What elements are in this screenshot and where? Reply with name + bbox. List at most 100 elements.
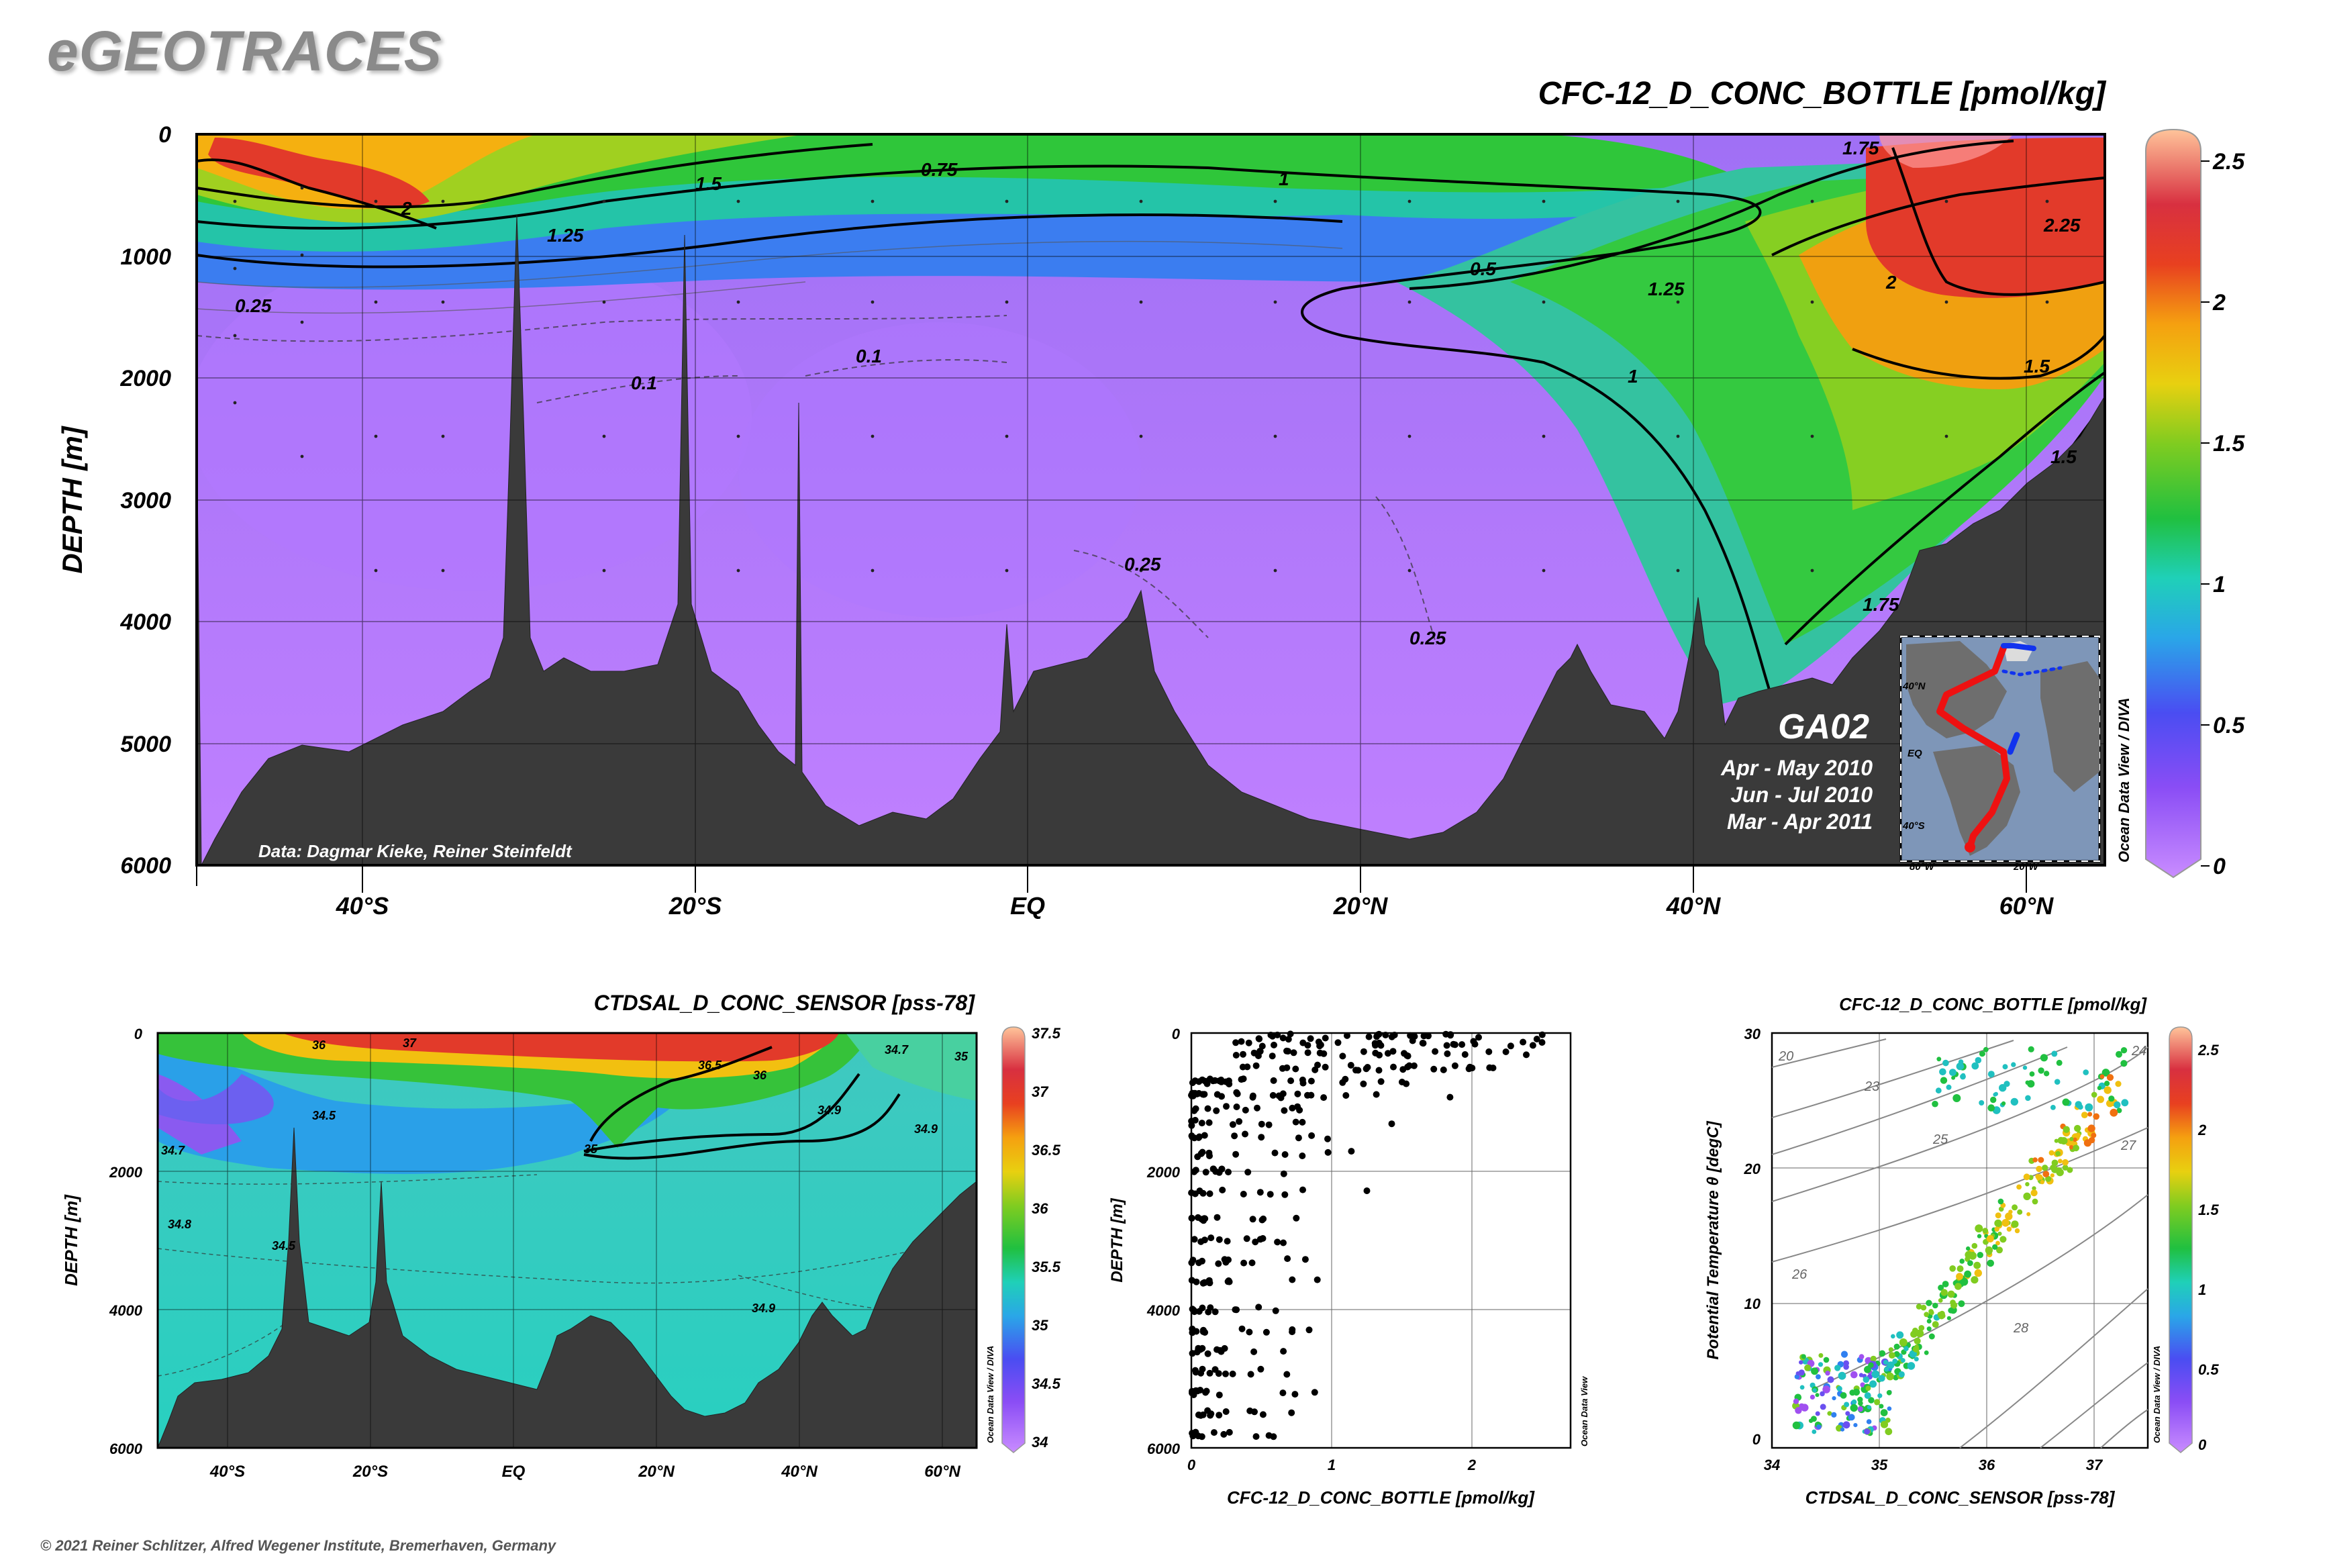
scatter-point	[1216, 1236, 1223, 1243]
cfc-depth-scatter-plot	[1188, 1030, 1572, 1449]
scatter-point	[1216, 1391, 1223, 1399]
scatter-point	[1270, 1077, 1277, 1084]
scatter-point	[1304, 1042, 1311, 1049]
isopycnal-label: 24	[2131, 1044, 2146, 1059]
x-tick-label: 40°N	[1666, 892, 1721, 920]
ts-point	[2115, 1081, 2122, 1087]
scatter-point	[1304, 1049, 1311, 1057]
scatter-point	[1342, 1092, 1350, 1099]
scatter-point	[1269, 1052, 1276, 1060]
ts-point	[1851, 1399, 1857, 1405]
scatter-point	[1225, 1256, 1232, 1263]
scatter-point	[1188, 1118, 1195, 1125]
ts-point	[1912, 1346, 1920, 1353]
scatter-point	[1252, 1238, 1259, 1246]
ts-point	[2040, 1179, 2044, 1185]
y-tick-label: 4000	[1146, 1302, 1181, 1319]
scatter-point	[1191, 1190, 1199, 1197]
ts-point	[1889, 1352, 1895, 1359]
colorbar-tick-label: 2.5	[2212, 149, 2245, 175]
scatter-point	[1232, 1150, 1240, 1158]
colorbar-tick-label: 34	[1032, 1434, 1048, 1451]
scatter-point	[1444, 1050, 1451, 1057]
ts-point	[2120, 1060, 2128, 1067]
scatter-point	[1195, 1308, 1203, 1315]
ts-point	[1864, 1392, 1871, 1400]
ts-point	[1973, 1261, 1981, 1269]
scatter-point	[1292, 1065, 1299, 1073]
x-tick-label: EQ	[502, 1463, 526, 1481]
contour-label: 0.75	[921, 159, 958, 180]
copyright-notice: © 2021 Reiner Schlitzer, Alfred Wegener …	[40, 1537, 556, 1554]
scatter-point	[1240, 1259, 1248, 1267]
ts-point	[1880, 1409, 1888, 1417]
scatter-point	[1299, 1186, 1306, 1193]
ts-point	[1907, 1362, 1916, 1370]
ts-y-axis-label: Potential Temperature θ [degC]	[1704, 1120, 1722, 1359]
scatter-x-ticks: 0 1 2	[1187, 1457, 1477, 1473]
scatter-point	[1285, 1036, 1292, 1043]
contour-label: 35	[954, 1050, 969, 1063]
scatter-point	[1287, 1030, 1294, 1038]
ts-point	[2038, 1067, 2044, 1074]
ts-point	[1942, 1281, 1949, 1287]
scatter-point	[1307, 1035, 1314, 1042]
scatter-point	[1252, 1433, 1260, 1440]
ts-point	[1818, 1353, 1824, 1358]
isopycnal-label: 27	[2120, 1138, 2136, 1153]
ts-point	[1801, 1354, 1806, 1359]
scatter-point	[1364, 1064, 1371, 1071]
scatter-point	[1344, 1032, 1350, 1039]
ts-x-axis-label: CTDSAL_D_CONC_SENSOR [pss-78]	[1805, 1487, 2116, 1508]
ts-point	[1986, 1235, 1994, 1242]
ts-point	[1832, 1396, 1836, 1401]
scatter-point	[1254, 1104, 1260, 1112]
scatter-point	[1288, 1409, 1295, 1416]
scatter-point	[1258, 1134, 1265, 1141]
cruise-period: Apr - May 2010	[1720, 756, 1873, 780]
scatter-point	[1204, 1105, 1211, 1112]
ts-point	[2001, 1219, 2010, 1227]
scatter-point	[1360, 1048, 1367, 1055]
ts-point	[1899, 1338, 1908, 1346]
scatter-point	[1204, 1350, 1211, 1357]
scatter-point	[1391, 1032, 1398, 1038]
scatter-point	[1280, 1239, 1287, 1246]
brand-logo-text: eGEOTRACES	[47, 19, 442, 83]
colorbar-tick-label: 0	[2198, 1436, 2207, 1453]
main-sample-dots	[233, 186, 2049, 573]
ts-point	[1795, 1407, 1802, 1414]
scatter-point	[1238, 1076, 1245, 1083]
ts-point	[2097, 1095, 2105, 1104]
scatter-point	[1224, 1238, 1231, 1245]
ts-point	[1987, 1104, 1995, 1112]
scatter-point	[1240, 1191, 1247, 1197]
scatter-point	[1388, 1120, 1395, 1128]
ts-point	[1866, 1419, 1872, 1424]
scatter-point	[1407, 1032, 1414, 1039]
scatter-point	[1233, 1104, 1240, 1110]
ts-y-ticks: 30 20 10 0	[1744, 1026, 1761, 1448]
scatter-point	[1533, 1036, 1540, 1042]
ts-point	[2056, 1059, 2063, 1066]
x-tick-label: 40°S	[209, 1463, 245, 1481]
ts-point	[1883, 1359, 1889, 1365]
ts-point	[1840, 1427, 1845, 1432]
scatter-point	[1440, 1066, 1447, 1073]
scatter-point	[1199, 1148, 1206, 1156]
ts-point	[1825, 1371, 1830, 1376]
x-tick-label: 34	[1764, 1457, 1780, 1473]
ts-point	[1959, 1259, 1965, 1264]
ts-point	[1812, 1429, 1817, 1434]
salinity-x-ticks: 40°S 20°S EQ 20°N 40°N 60°N	[209, 1463, 961, 1481]
scatter-point	[1242, 1106, 1249, 1114]
scatter-y-ticks: 0 2000 4000 6000	[1146, 1026, 1181, 1457]
contour-label: 36	[312, 1038, 326, 1052]
ts-point	[2060, 1137, 2068, 1145]
ts-point	[1971, 1242, 1978, 1249]
ts-point	[2120, 1047, 2128, 1054]
scatter-point	[1250, 1348, 1258, 1355]
ts-point	[1859, 1373, 1864, 1377]
scatter-point	[1249, 1216, 1256, 1223]
ts-point	[1811, 1367, 1819, 1375]
